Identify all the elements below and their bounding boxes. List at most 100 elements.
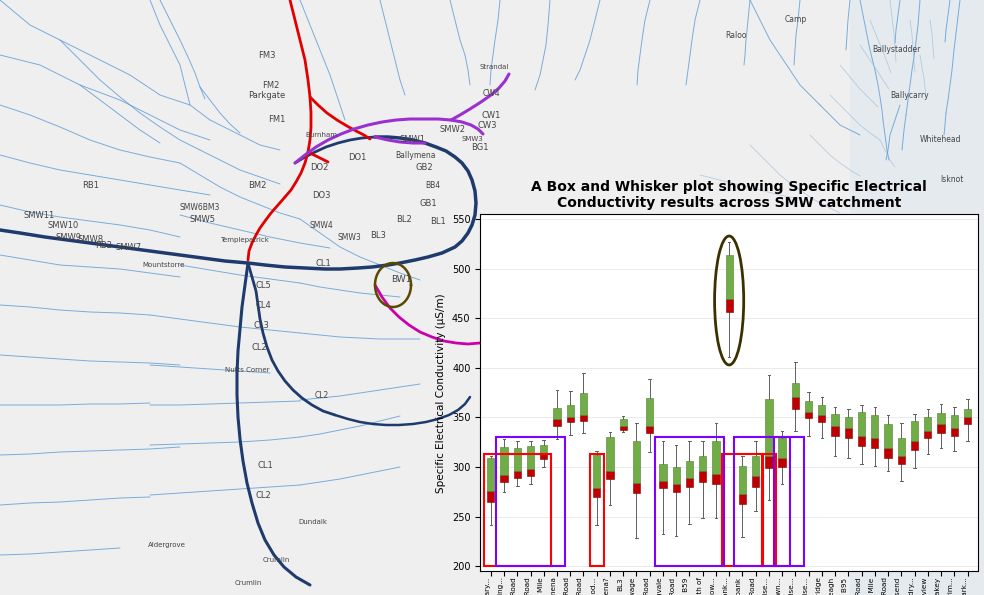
Text: SMW3: SMW3 (338, 233, 362, 242)
Text: BW1: BW1 (391, 275, 411, 284)
Text: Ballymena: Ballymena (395, 151, 436, 159)
Bar (567, 416, 574, 422)
Bar (778, 439, 786, 458)
Bar (924, 416, 932, 431)
Text: CW3: CW3 (478, 121, 498, 130)
Text: SMW10: SMW10 (48, 221, 80, 230)
Text: Aldergrove: Aldergrove (148, 542, 186, 548)
Bar (725, 299, 733, 312)
Text: Dundalk: Dundalk (298, 519, 327, 525)
Text: SMW11: SMW11 (23, 211, 54, 220)
Text: GB1: GB1 (420, 199, 438, 208)
Bar (778, 458, 786, 467)
Text: Ballystadder: Ballystadder (872, 45, 920, 55)
Bar (805, 400, 812, 412)
Text: BL3: BL3 (370, 230, 386, 240)
Text: RB2: RB2 (95, 240, 112, 249)
Bar (831, 427, 838, 436)
Bar (766, 456, 772, 468)
Bar (712, 441, 719, 474)
Bar (911, 441, 918, 450)
Bar (654, 437, 724, 566)
Text: DO2: DO2 (310, 162, 329, 171)
Bar (885, 448, 892, 458)
Bar (831, 414, 838, 427)
Bar (752, 476, 760, 487)
Bar (672, 484, 680, 492)
Text: Templepatrick: Templepatrick (220, 237, 269, 243)
Bar (514, 471, 521, 478)
Bar (686, 461, 693, 478)
Text: Crumlin: Crumlin (263, 557, 290, 563)
Text: SMW3: SMW3 (462, 136, 484, 142)
Text: SMW1: SMW1 (400, 136, 426, 145)
Text: SMW9: SMW9 (55, 233, 81, 242)
Bar (620, 419, 627, 427)
Text: CL3: CL3 (254, 321, 270, 330)
Text: FM1: FM1 (268, 115, 285, 124)
Bar (850, 0, 984, 595)
Bar (739, 494, 746, 504)
Bar (633, 441, 640, 483)
Bar (924, 431, 932, 439)
Bar (951, 415, 957, 428)
Text: BG1: BG1 (471, 142, 488, 152)
Text: FM3: FM3 (258, 51, 276, 60)
Text: CW4: CW4 (483, 89, 501, 98)
Bar (792, 397, 799, 409)
Text: BL1: BL1 (430, 217, 446, 226)
Text: Ballycarry: Ballycarry (890, 90, 929, 99)
Text: BL2: BL2 (396, 215, 411, 224)
Bar (766, 399, 772, 456)
Text: CL4: CL4 (255, 300, 271, 309)
Bar (580, 415, 587, 421)
Bar (844, 428, 852, 439)
Bar (487, 458, 494, 491)
Bar (659, 481, 666, 488)
Text: FM2: FM2 (262, 80, 279, 89)
Text: SMW5: SMW5 (190, 215, 216, 224)
Text: Mountstorre: Mountstorre (142, 262, 184, 268)
Text: CL5: CL5 (255, 280, 271, 290)
Bar (734, 437, 790, 566)
Text: Nutts Corner: Nutts Corner (225, 367, 270, 373)
Bar (633, 483, 640, 493)
Text: SMW4: SMW4 (310, 221, 334, 230)
Bar (964, 409, 971, 416)
Bar (762, 454, 775, 566)
Bar (540, 453, 547, 459)
Bar (897, 456, 905, 464)
Bar (897, 439, 905, 456)
Text: CL2: CL2 (252, 343, 268, 352)
Bar (712, 474, 719, 484)
Text: Camp: Camp (785, 15, 807, 24)
Bar (606, 437, 614, 471)
Title: A Box and Whisker plot showing Specific Electrical
Conductivity results across S: A Box and Whisker plot showing Specific … (531, 180, 927, 210)
Bar (792, 383, 799, 397)
Text: DO1: DO1 (348, 152, 366, 161)
Bar (646, 397, 653, 427)
Bar (672, 467, 680, 484)
Bar (699, 471, 707, 482)
Bar (580, 393, 587, 415)
Bar (686, 478, 693, 487)
Bar (526, 469, 534, 476)
Text: Whitehead: Whitehead (920, 136, 961, 145)
Bar (819, 415, 826, 422)
Bar (484, 454, 551, 566)
Bar (964, 416, 971, 424)
Bar (501, 447, 508, 475)
Text: CW1: CW1 (482, 111, 502, 120)
Bar (722, 454, 763, 566)
Bar (938, 424, 945, 433)
Bar (501, 475, 508, 482)
Text: RB1: RB1 (82, 180, 99, 189)
Text: Strandal: Strandal (480, 64, 510, 70)
Bar (540, 445, 547, 453)
Bar (646, 427, 653, 433)
Bar (911, 421, 918, 441)
Bar (589, 454, 603, 566)
Bar (699, 456, 707, 471)
Bar (844, 418, 852, 428)
Y-axis label: Specific Electrical Conductivity (μS/m): Specific Electrical Conductivity (μS/m) (436, 293, 447, 493)
